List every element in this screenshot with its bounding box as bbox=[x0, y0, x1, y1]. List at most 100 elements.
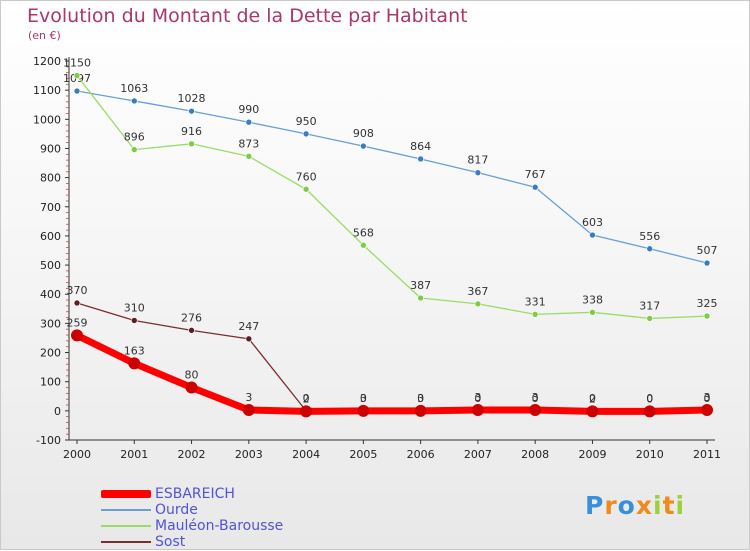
data-point-maul-on-barousse bbox=[646, 315, 654, 322]
chart-unit: (en €) bbox=[28, 29, 61, 42]
legend-swatch-sost bbox=[101, 541, 151, 543]
y-tick-label: -100 bbox=[36, 434, 61, 447]
data-label-ourde: 1063 bbox=[120, 82, 148, 95]
data-label-maul-on-barousse: 896 bbox=[124, 131, 145, 144]
legend-label-sost: Sost bbox=[155, 534, 186, 550]
legend-swatch-mauleon-barousse bbox=[101, 525, 151, 527]
logo-letter: t bbox=[662, 491, 676, 520]
data-point-esbareich bbox=[128, 357, 141, 370]
data-point-ourde bbox=[646, 245, 654, 253]
data-label-maul-on-barousse: 760 bbox=[296, 170, 317, 183]
data-point-ourde bbox=[188, 107, 195, 115]
data-point-sost bbox=[188, 327, 195, 334]
legend-swatch-ourde bbox=[101, 509, 151, 511]
x-tick-label: 2007 bbox=[464, 448, 492, 461]
data-label-sost: 0 bbox=[360, 392, 367, 405]
x-tick-label: 2000 bbox=[63, 448, 91, 461]
x-tick-label: 2011 bbox=[693, 448, 721, 461]
data-label-esbareich: 0 bbox=[646, 392, 653, 405]
data-label-maul-on-barousse: 317 bbox=[639, 299, 660, 312]
data-point-ourde bbox=[474, 169, 482, 176]
data-point-maul-on-barousse bbox=[589, 309, 596, 316]
data-label-sost: 0 bbox=[589, 392, 596, 405]
data-point-ourde bbox=[130, 97, 138, 105]
legend-item-mauleon-barousse: Mauléon-Barousse bbox=[101, 518, 341, 535]
data-point-maul-on-barousse bbox=[245, 153, 253, 160]
data-point-ourde bbox=[360, 142, 367, 150]
data-label-ourde: 817 bbox=[467, 154, 488, 167]
x-tick-label: 2004 bbox=[292, 448, 320, 461]
data-label-sost: 310 bbox=[124, 301, 145, 314]
y-tick-label: 0 bbox=[54, 405, 61, 418]
data-point-maul-on-barousse bbox=[73, 72, 81, 79]
data-label-ourde: 507 bbox=[697, 244, 718, 257]
data-point-maul-on-barousse bbox=[188, 140, 195, 148]
data-point-esbareich bbox=[586, 405, 599, 418]
data-label-sost: 0 bbox=[474, 392, 481, 405]
data-label-sost: 0 bbox=[303, 392, 310, 405]
data-point-esbareich bbox=[185, 381, 198, 394]
legend-label-esbareich: ESBAREICH bbox=[155, 486, 235, 502]
data-label-ourde: 1028 bbox=[178, 92, 206, 105]
data-label-sost: 370 bbox=[67, 284, 88, 297]
data-point-ourde bbox=[417, 155, 424, 163]
data-point-esbareich bbox=[414, 404, 427, 417]
logo-letter: i bbox=[653, 491, 663, 520]
legend-label-ourde: Ourde bbox=[155, 502, 198, 518]
y-tick-label: 100 bbox=[40, 376, 61, 389]
data-label-esbareich: 2 bbox=[303, 392, 310, 405]
x-tick-label: 2009 bbox=[578, 448, 606, 461]
data-point-sost bbox=[130, 317, 138, 324]
logo-letter: r bbox=[604, 491, 618, 520]
data-label-sost: 276 bbox=[181, 311, 202, 324]
data-point-sost bbox=[73, 299, 81, 307]
data-label-esbareich: 2 bbox=[589, 392, 596, 405]
data-label-esbareich: 3 bbox=[474, 391, 481, 404]
y-tick-label: 500 bbox=[40, 259, 61, 272]
data-label-esbareich: 3 bbox=[417, 392, 424, 405]
chart-title: Evolution du Montant de la Dette par Hab… bbox=[27, 5, 468, 27]
y-tick-label: 700 bbox=[40, 201, 61, 214]
legend-item-sost: Sost bbox=[101, 534, 341, 551]
data-label-ourde: 556 bbox=[639, 230, 660, 243]
data-label-sost: 0 bbox=[417, 392, 424, 405]
data-point-esbareich bbox=[242, 403, 255, 416]
data-point-esbareich bbox=[300, 405, 313, 418]
data-label-maul-on-barousse: 873 bbox=[238, 137, 259, 150]
y-tick-label: 900 bbox=[40, 142, 61, 155]
data-label-maul-on-barousse: 387 bbox=[410, 279, 431, 292]
data-label-sost: 0 bbox=[532, 392, 539, 405]
series-line-sost bbox=[76, 302, 708, 412]
y-tick-label: 1200 bbox=[33, 55, 61, 68]
data-point-ourde bbox=[302, 130, 310, 138]
data-label-ourde: 908 bbox=[353, 127, 374, 140]
series-line-maul-on-barousse bbox=[76, 74, 708, 320]
data-label-esbareich: 163 bbox=[124, 344, 145, 357]
data-label-ourde: 767 bbox=[525, 168, 546, 181]
data-point-maul-on-barousse bbox=[130, 146, 138, 153]
data-label-ourde: 990 bbox=[238, 103, 259, 116]
data-point-sost bbox=[245, 335, 253, 343]
data-label-ourde: 603 bbox=[582, 216, 603, 229]
y-tick-label: 1100 bbox=[33, 84, 61, 97]
data-point-esbareich bbox=[71, 329, 83, 342]
logo-letter: o bbox=[617, 491, 636, 520]
series-line-esbareich bbox=[73, 331, 711, 415]
proxiti-logo: Proxiti bbox=[585, 491, 685, 520]
x-tick-label: 2003 bbox=[235, 448, 263, 461]
y-tick-label: 1000 bbox=[33, 113, 61, 126]
data-label-sost: 247 bbox=[238, 320, 259, 333]
x-tick-label: 2001 bbox=[120, 448, 148, 461]
data-label-maul-on-barousse: 325 bbox=[697, 297, 718, 310]
data-label-maul-on-barousse: 338 bbox=[582, 293, 603, 306]
legend-label-mauleon-barousse: Mauléon-Barousse bbox=[155, 518, 284, 534]
data-label-sost: 0 bbox=[704, 392, 711, 405]
data-label-esbareich: 259 bbox=[67, 316, 88, 329]
x-tick-label: 2002 bbox=[178, 448, 206, 461]
data-point-esbareich bbox=[529, 403, 542, 416]
legend: ESBAREICH Ourde Mauléon-Barousse Sost bbox=[101, 486, 341, 551]
data-label-esbareich: 3 bbox=[532, 391, 539, 404]
data-point-maul-on-barousse bbox=[474, 300, 482, 308]
